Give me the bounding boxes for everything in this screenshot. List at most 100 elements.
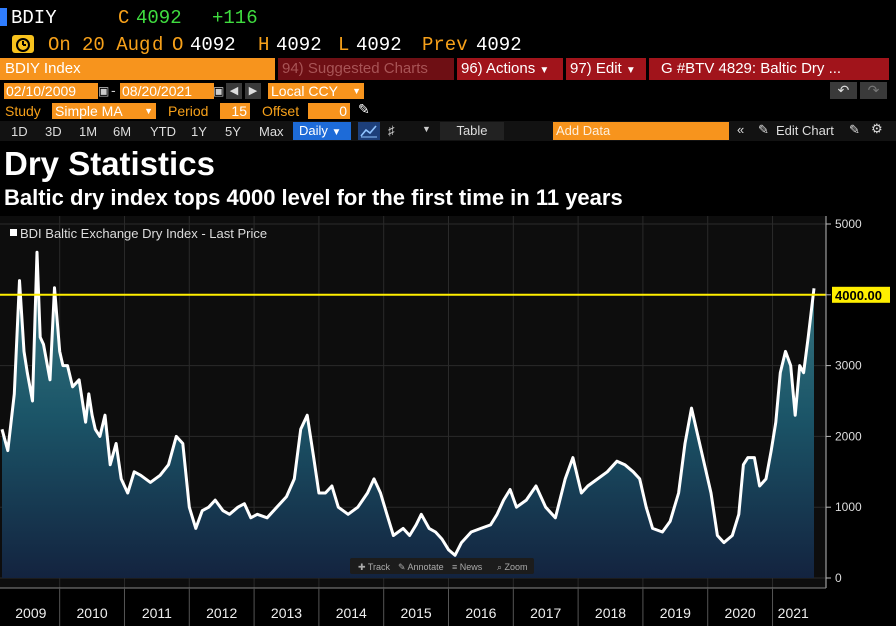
high-label: H	[258, 34, 270, 56]
study-value: Simple MA	[55, 103, 123, 119]
ticker-symbol: BDIY	[11, 7, 57, 29]
chart-tools-bg	[350, 558, 534, 574]
range-button-1m[interactable]: 1M	[79, 124, 98, 139]
x-tick-label: 2015	[401, 605, 432, 621]
study-bar: Study Simple MA ▼ Period 15 Offset 0 ✎	[0, 101, 896, 120]
start-date-input[interactable]: 02/10/2009	[4, 83, 98, 99]
chart-tool-track[interactable]: ✚ Track	[358, 562, 391, 572]
undo-icon: ↶	[837, 82, 850, 98]
quote-date: 20 Aug	[82, 34, 151, 56]
range-button-1d[interactable]: 1D	[11, 124, 28, 139]
x-tick-label: 2009	[15, 605, 46, 621]
ticker-marker	[0, 8, 7, 26]
frequency-select[interactable]: Daily ▼	[293, 122, 351, 140]
on-label: On	[48, 34, 71, 56]
offset-input[interactable]: 0	[308, 103, 350, 119]
chart-tool-annotate[interactable]: ✎ Annotate	[398, 562, 444, 572]
date-range-bar: 02/10/2009 ▣ - 08/20/2021 ▣ ◀ ▶ Local CC…	[0, 81, 896, 101]
edit-chart-button[interactable]: Edit Chart	[776, 123, 834, 138]
candlestick-icon[interactable]: ♯	[388, 123, 395, 138]
security-field[interactable]: BDIY Index	[0, 58, 275, 80]
chart-tools: ✚ Track ✎ Annotate ≡ News ⌕ Zoom	[350, 558, 534, 574]
chart-subtitle: Baltic dry index tops 4000 level for the…	[4, 185, 623, 210]
period-input[interactable]: 15	[220, 103, 250, 119]
collapse-icon[interactable]: «	[737, 122, 745, 137]
security-label: BDIY Index	[5, 60, 81, 77]
threshold-label: 4000.00	[832, 286, 890, 303]
add-data-input[interactable]: Add Data	[553, 122, 729, 140]
end-date-value: 08/20/2021	[122, 83, 193, 99]
prev-period-button[interactable]: ◀	[226, 83, 242, 99]
chevron-down-icon: ▼	[144, 106, 153, 116]
range-button-1y[interactable]: 1Y	[191, 124, 207, 139]
date-separator: -	[111, 82, 116, 98]
actions-button[interactable]: 96) Actions ▼	[457, 58, 563, 80]
last-price: 4092	[136, 7, 182, 29]
y-axis: 0 1000 2000 3000 5000	[825, 216, 862, 588]
edit-button[interactable]: 97) Edit ▼	[566, 58, 646, 80]
range-button-5y[interactable]: 5Y	[225, 124, 241, 139]
chevron-down-icon: ▼	[625, 65, 636, 76]
calendar-icon[interactable]: ▣	[98, 84, 110, 98]
line-chart-icon[interactable]	[358, 122, 380, 140]
prev-value: 4092	[476, 34, 522, 56]
y-tick-label: 0	[835, 571, 842, 585]
frequency-value: Daily	[299, 123, 328, 138]
range-button-ytd[interactable]: YTD	[150, 124, 176, 139]
calendar-icon[interactable]: ▣	[213, 84, 225, 98]
quote-line: On 20 Aug d O 4092 H 4092 L 4092 Prev 40…	[0, 32, 896, 58]
price-chart[interactable]: 4000.00 BDI Baltic Exchange Dry Index - …	[0, 216, 896, 626]
low-value: 4092	[356, 34, 402, 56]
range-button-max[interactable]: Max	[259, 124, 284, 139]
study-select[interactable]: Simple MA ▼	[52, 103, 156, 119]
end-date-input[interactable]: 08/20/2021	[120, 83, 214, 99]
period-value: 15	[231, 103, 247, 119]
gear-icon[interactable]: ⚙	[871, 121, 883, 136]
y-tick-label: 2000	[835, 429, 862, 443]
chart-tool-news[interactable]: ≡ News	[452, 562, 483, 572]
x-axis-band	[0, 588, 896, 626]
legend-swatch	[10, 229, 17, 236]
clock-icon[interactable]	[12, 35, 34, 53]
x-tick-label: 2021	[778, 605, 809, 621]
add-data-placeholder: Add Data	[556, 123, 611, 138]
undo-button[interactable]: ↶	[830, 82, 857, 99]
function-toolbar: BDIY Index 94) Suggested Charts 96) Acti…	[0, 58, 896, 80]
y-tick-label: 5000	[835, 217, 862, 231]
y-tick-label: 1000	[835, 500, 862, 514]
price-change: +116	[212, 7, 258, 29]
offset-value: 0	[339, 103, 347, 119]
x-tick-label: 2014	[336, 605, 367, 621]
news-headline: G #BTV 4829: Baltic Dry ...	[661, 60, 842, 77]
range-button-6m[interactable]: 6M	[113, 124, 132, 139]
news-ticker-button[interactable]: G #BTV 4829: Baltic Dry ...	[649, 58, 889, 80]
actions-label: 96) Actions	[461, 60, 536, 77]
chevron-down-icon: ▼	[331, 127, 342, 138]
range-bar: 1D 3D 1M 6M YTD 1Y 5Y Max Daily ▼ ♯ ▼ Table Add…	[0, 121, 896, 141]
pencil-icon[interactable]: ✎	[358, 101, 370, 117]
x-tick-label: 2017	[530, 605, 561, 621]
next-period-button[interactable]: ▶	[245, 83, 261, 99]
x-axis: 2009 2010 2011 2012 2013 2014 2015 2016 2017 2018…	[0, 587, 896, 626]
x-tick-label: 2011	[142, 605, 172, 621]
edit-icon[interactable]: ✎	[849, 122, 860, 137]
suggested-charts-button[interactable]: 94) Suggested Charts	[278, 58, 454, 80]
x-tick-label: 2010	[77, 605, 108, 621]
open-label: O	[172, 34, 184, 56]
redo-button[interactable]: ↷	[860, 82, 887, 99]
legend: BDI Baltic Exchange Dry Index - Last Pri…	[10, 226, 267, 241]
currency-value: Local CCY	[271, 83, 338, 99]
legend-label: BDI Baltic Exchange Dry Index - Last Pri…	[20, 226, 267, 241]
chart-tool-zoom[interactable]: ⌕ Zoom	[497, 562, 528, 572]
chevron-down-icon: ▼	[539, 65, 550, 76]
start-date-value: 02/10/2009	[6, 83, 77, 99]
table-button[interactable]: Table	[440, 122, 504, 140]
x-tick-label: 2019	[660, 605, 691, 621]
offset-label: Offset	[262, 103, 300, 119]
range-button-3d[interactable]: 3D	[45, 124, 62, 139]
currency-select[interactable]: Local CCY ▼	[268, 83, 364, 99]
x-tick-label: 2016	[465, 605, 496, 621]
low-label: L	[338, 34, 350, 56]
chevron-down-icon[interactable]: ▼	[422, 124, 431, 134]
d-label: d	[152, 34, 164, 56]
